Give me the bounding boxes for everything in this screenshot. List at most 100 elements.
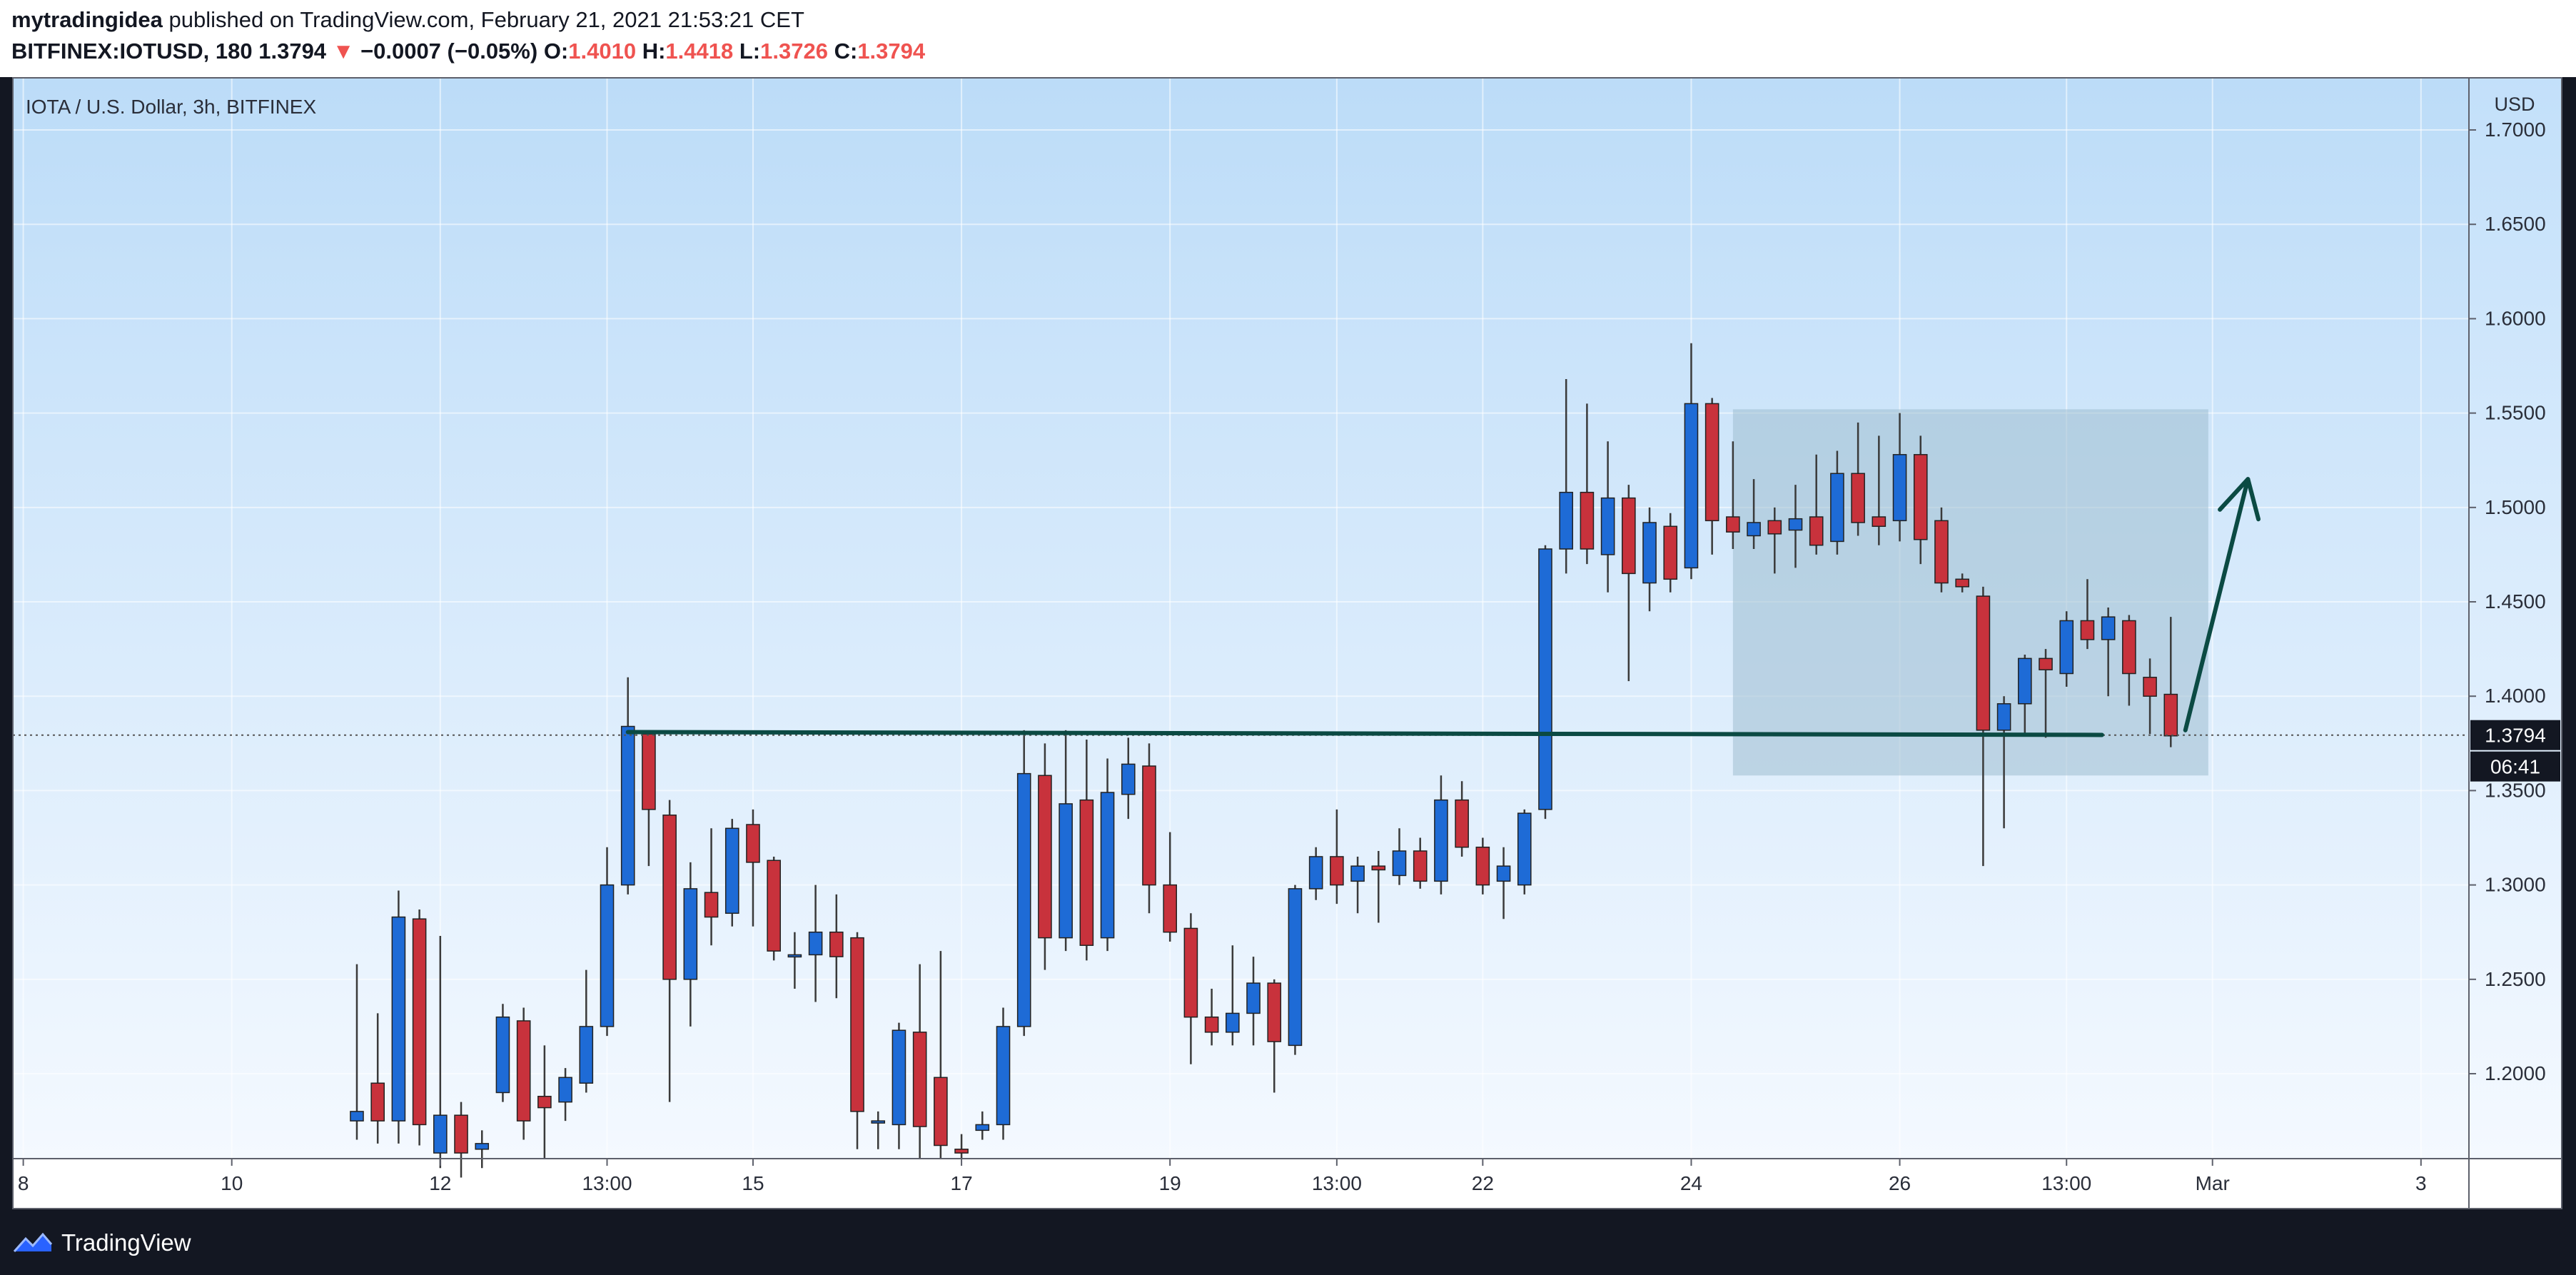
price-tags: 1.3794 06:41 [2470,720,2560,782]
candle-down [516,1007,531,1140]
candle-up [975,1111,990,1140]
candle-body [892,1029,906,1126]
candle-body [1600,497,1615,555]
candle-body [1872,516,1886,528]
candle-body [996,1026,1011,1126]
candle-down [1934,507,1949,593]
candle-body [537,1095,552,1109]
footer-brand-text: TradingView [61,1229,191,1256]
candle-down [2163,617,2178,747]
candle-body [579,1026,594,1084]
price-tick-label: 1.5000 [2485,496,2546,518]
target-zone-layer [1732,409,2208,776]
time-tick-label: 12 [429,1172,451,1194]
chart-title: IOTA / U.S. Dollar, 3h, BITFINEX [26,96,316,118]
candle-body [1996,703,2011,731]
candle-body [1079,799,1094,946]
candle-down [1079,740,1094,961]
candle-body [1392,850,1407,877]
candle-down [662,800,677,1102]
candle-down [1809,454,1824,555]
close-label: C: [834,39,858,64]
candle-body [454,1114,468,1154]
candle-body [954,1149,969,1154]
candle-down [1267,979,1282,1093]
target-zone-rectangle [1732,409,2208,776]
candle-body [433,1114,448,1154]
candle-body [934,1077,948,1147]
candle-body [1100,792,1115,939]
candle-body [620,725,635,886]
candle-body [1246,982,1261,1014]
currency-label: USD [2494,94,2535,115]
candle-body [704,892,719,918]
bar-countdown-value: 06:41 [2490,756,2540,778]
candle-body [2163,693,2178,737]
low-label: L: [739,39,761,64]
time-axis-background[interactable] [13,1159,2562,1209]
tradingview-brand[interactable]: TradingView [11,1225,191,1261]
candle-body [2039,657,2053,670]
candle-body [1267,982,1282,1042]
publish-info: mytradingidea published on TradingView.c… [11,7,804,33]
time-tick-label: 24 [1680,1172,1702,1194]
price-tick-label: 1.2500 [2485,968,2546,990]
candle-down [1413,837,1428,889]
candle-body [2018,657,2032,705]
candle-down [746,809,760,927]
current-price-value: 1.3794 [2485,725,2546,747]
price-axis-background[interactable] [2469,77,2562,1159]
candle-body [683,888,698,980]
candle-body [808,931,823,956]
candles-layer [350,343,2178,1178]
candle-body [1121,763,1136,795]
candle-body [1726,516,1740,533]
candle-body [724,827,739,914]
candle-down [954,1134,969,1159]
candle-up [1059,730,1073,952]
candle-down [1851,422,1865,536]
candle-body [516,1020,531,1122]
candle-body [1704,403,1719,522]
target-arrow-line [2183,477,2251,732]
candle-down [1371,851,1386,923]
candle-down [1204,989,1219,1046]
candle-body [975,1124,990,1132]
candle-body [1622,497,1636,575]
candle-down [850,932,864,1149]
time-axis[interactable]: 8 10 12 13:00 15 17 19 13:00 22 24 26 13:00 Mar 3 [18,1159,2427,1194]
candle-down [1183,913,1198,1064]
candle-down [1475,837,1490,894]
candle-body [662,815,677,980]
candle-body [829,931,844,957]
candle-body [1955,578,1969,588]
candle-up [787,932,802,989]
time-tick-label: 22 [1472,1172,1494,1194]
candle-up [2059,611,2074,687]
candle-up [433,936,448,1169]
candle-down [1038,743,1052,970]
candle-down [704,828,719,946]
time-tick-label: 3 [2415,1172,2427,1194]
candle-down [1142,743,1156,914]
candle-down [767,856,781,961]
candle-body [2059,620,2074,675]
candle-up [1350,856,1365,914]
price-change: −0.0007 (−0.05%) [360,39,538,64]
candle-up [1288,885,1303,1055]
candle-body [1538,548,1552,810]
candle-up [871,1111,886,1149]
drawing-layer [13,477,2469,737]
candle-body [1142,765,1156,886]
chart-container[interactable]: 1.7000 1.6500 1.6000 1.5500 1.5000 1.4500 1.40… [0,77,2576,1209]
candle-up [1830,450,1844,555]
price-axis[interactable]: 1.7000 1.6500 1.6000 1.5500 1.5000 1.4500 1.40… [2469,119,2546,1084]
candlestick-chart[interactable]: 1.7000 1.6500 1.6000 1.5500 1.5000 1.4500 1.40… [0,77,2576,1209]
candle-up [1016,730,1031,1037]
candle-body [1663,525,1678,580]
candle-body [1288,888,1303,1047]
candle-body [1371,865,1386,871]
candle-body [1747,522,1761,537]
author-name[interactable]: mytradingidea [11,7,163,32]
price-tick-label: 1.7000 [2485,119,2546,141]
